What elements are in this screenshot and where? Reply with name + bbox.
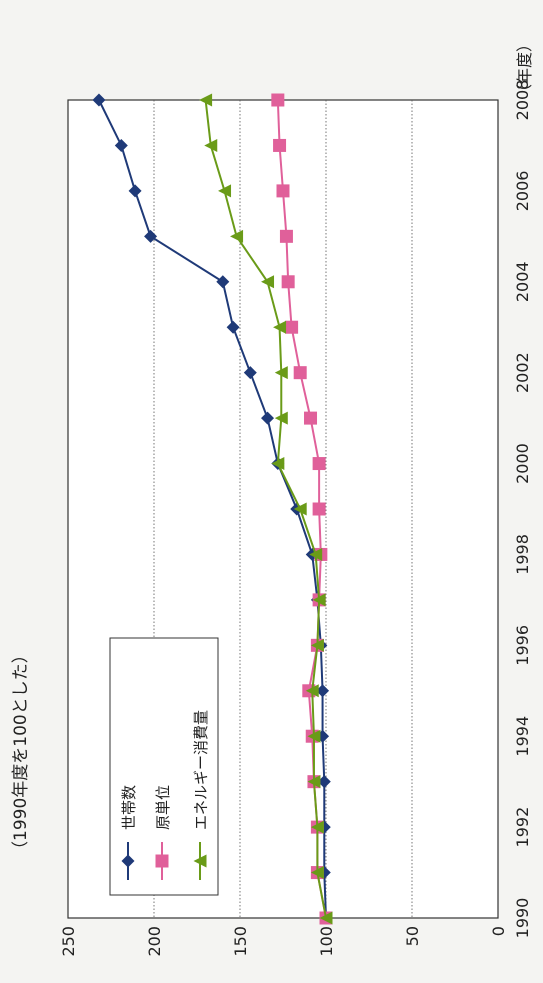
data-point bbox=[114, 138, 128, 152]
year-tick-label: 1998 bbox=[513, 534, 532, 575]
value-tick-label: 100 bbox=[317, 926, 336, 957]
data-point bbox=[317, 775, 331, 789]
value-tick-label: 200 bbox=[145, 926, 164, 957]
data-point bbox=[144, 229, 158, 243]
data-point bbox=[307, 729, 321, 743]
data-point bbox=[204, 138, 218, 152]
legend-label: エネルギー消費量 bbox=[192, 710, 210, 830]
data-point bbox=[273, 320, 287, 334]
year-tick-label: 2000 bbox=[513, 443, 532, 484]
data-point bbox=[218, 184, 232, 198]
data-point bbox=[216, 275, 230, 289]
data-point bbox=[226, 320, 240, 334]
x-axis-unit-label: （年度） bbox=[515, 36, 534, 100]
legend-label: 原単位 bbox=[154, 785, 172, 830]
data-point bbox=[276, 184, 290, 198]
data-point bbox=[312, 593, 326, 607]
series-layer bbox=[92, 93, 333, 925]
y-tick-labels: 0 50 100 150 200 250 bbox=[59, 926, 508, 957]
data-point bbox=[309, 547, 323, 561]
year-tick-label: 2004 bbox=[513, 261, 532, 302]
data-point bbox=[316, 684, 330, 698]
value-tick-label: 0 bbox=[489, 926, 508, 936]
data-point bbox=[310, 866, 324, 880]
year-tick-label: 1994 bbox=[513, 716, 532, 757]
year-tick-label: 2006 bbox=[513, 171, 532, 212]
year-tick-label: 2008 bbox=[513, 80, 532, 121]
year-tick-label: 1992 bbox=[513, 807, 532, 848]
data-point bbox=[121, 854, 135, 868]
data-point bbox=[310, 638, 324, 652]
data-point bbox=[279, 229, 293, 243]
data-point bbox=[307, 775, 321, 789]
data-point bbox=[312, 502, 326, 516]
series-group bbox=[199, 93, 333, 925]
data-point bbox=[128, 184, 142, 198]
data-point bbox=[305, 684, 319, 698]
year-tick-label: 2002 bbox=[513, 352, 532, 393]
data-point bbox=[261, 275, 275, 289]
value-tick-label: 250 bbox=[59, 926, 78, 957]
x-tick-labels: 1990 1992 1994 1996 1998 2000 2002 2004 2006 2008 bbox=[513, 80, 532, 939]
value-tick-label: 50 bbox=[403, 926, 422, 946]
data-point bbox=[312, 457, 326, 471]
legend: 世帯数 原単位 エネルギー消費量 bbox=[109, 637, 219, 896]
data-point bbox=[273, 138, 287, 152]
data-point bbox=[293, 366, 307, 380]
data-point bbox=[271, 93, 285, 107]
data-point bbox=[274, 366, 288, 380]
data-point bbox=[319, 911, 333, 925]
data-point bbox=[199, 93, 213, 107]
data-point bbox=[193, 854, 207, 868]
data-point bbox=[285, 320, 299, 334]
year-tick-label: 1990 bbox=[513, 898, 532, 939]
legend-label: 世帯数 bbox=[120, 785, 138, 830]
data-point bbox=[310, 820, 324, 834]
year-tick-label: 1996 bbox=[513, 625, 532, 666]
data-point bbox=[261, 411, 275, 425]
data-point bbox=[281, 275, 295, 289]
data-point bbox=[230, 229, 244, 243]
data-point bbox=[304, 411, 318, 425]
data-point bbox=[243, 366, 257, 380]
data-point bbox=[274, 411, 288, 425]
data-point bbox=[92, 93, 106, 107]
data-point bbox=[271, 457, 285, 471]
chart-subtitle: （1990年度を100とした） bbox=[11, 646, 31, 858]
data-point bbox=[155, 854, 169, 868]
value-tick-label: 150 bbox=[231, 926, 250, 957]
data-point bbox=[293, 502, 307, 516]
